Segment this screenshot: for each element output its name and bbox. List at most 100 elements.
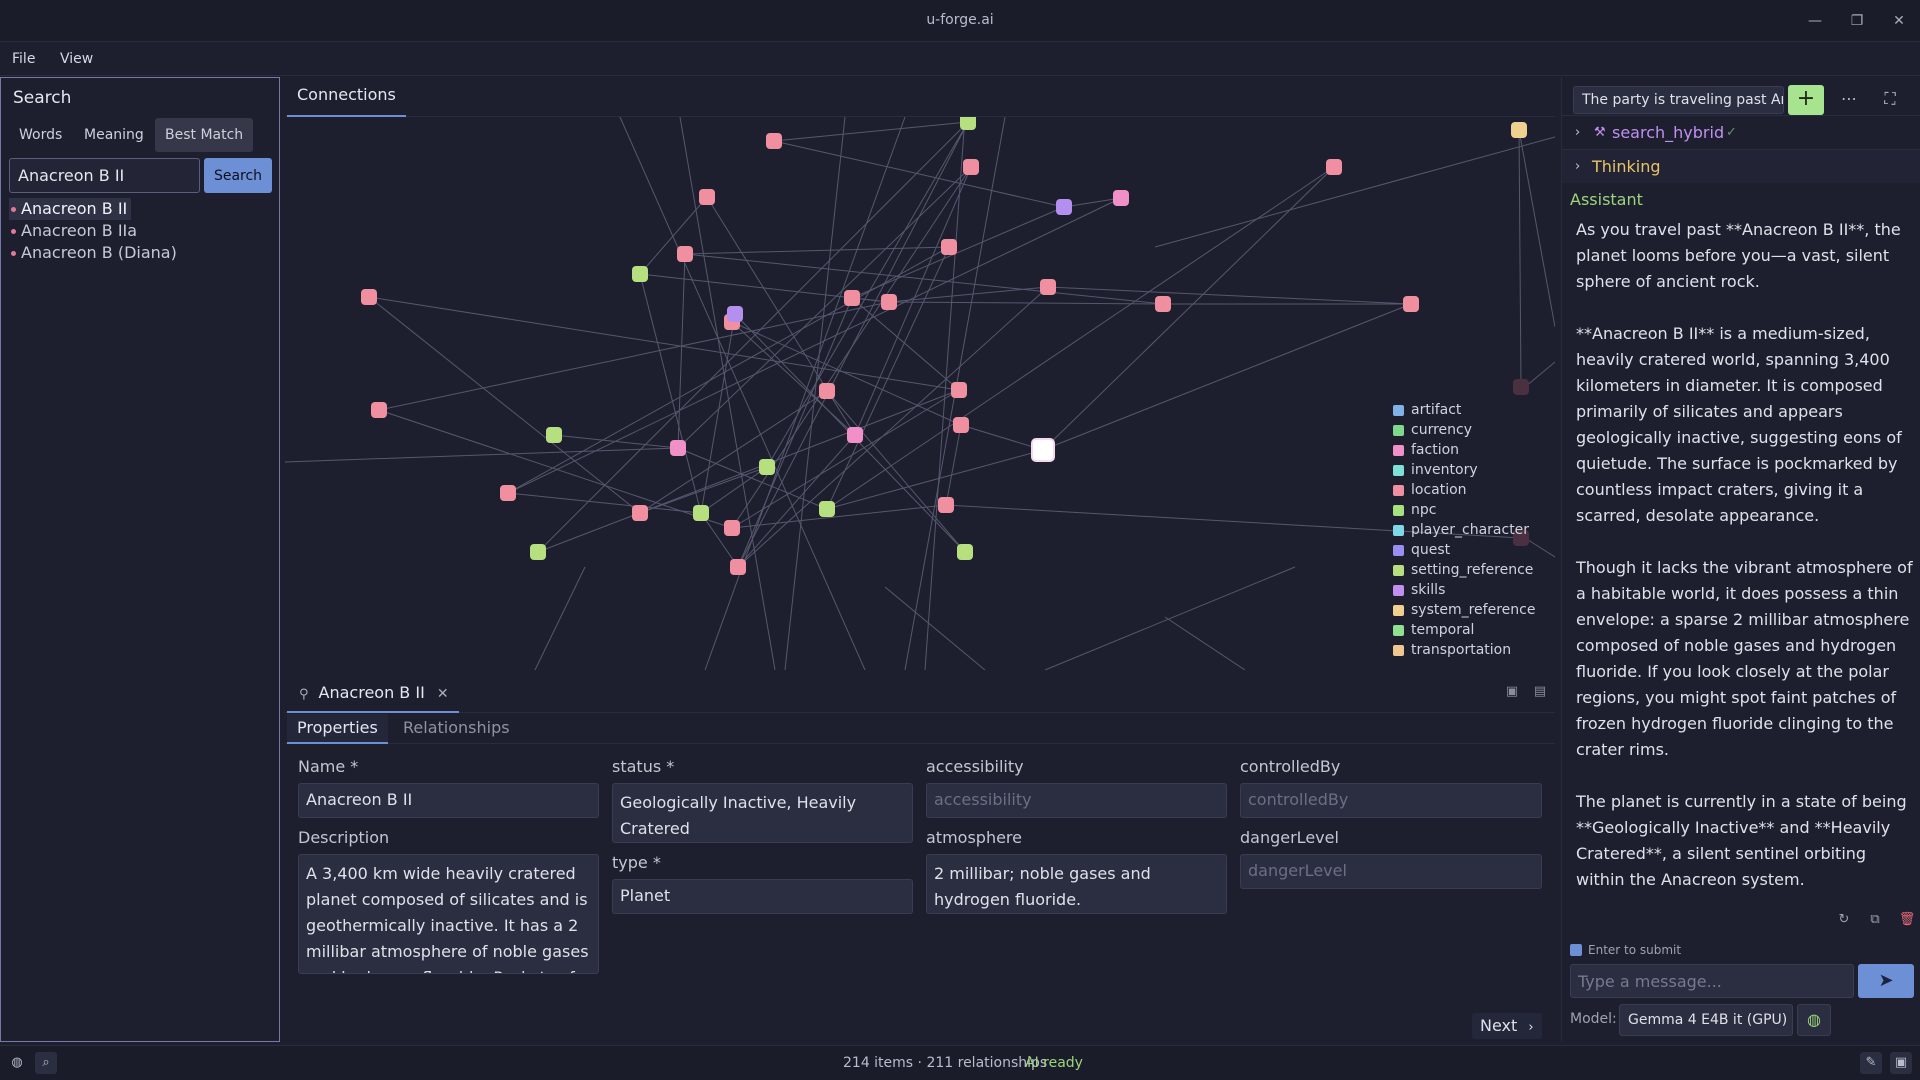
- tab-meaning[interactable]: Meaning: [84, 127, 144, 143]
- search-result[interactable]: Anacreon B II: [9, 198, 132, 220]
- tab-relationships[interactable]: Relationships: [403, 718, 510, 737]
- graph-node[interactable]: [670, 440, 686, 456]
- graph-node[interactable]: [727, 306, 743, 322]
- graph-node[interactable]: [957, 544, 973, 560]
- accessibility-field[interactable]: accessibility: [926, 783, 1227, 818]
- graph-node[interactable]: [530, 544, 546, 560]
- copy-icon[interactable]: ⧉: [1870, 912, 1880, 927]
- expand-icon[interactable]: ⛶: [1884, 89, 1896, 108]
- graph-node[interactable]: [881, 294, 897, 310]
- controlledby-field[interactable]: controlledBy: [1240, 783, 1542, 818]
- graph-node[interactable]: [819, 383, 835, 399]
- globe-icon[interactable]: ◍: [1797, 1004, 1831, 1036]
- legend-swatch: [1393, 565, 1404, 576]
- close-tab-icon[interactable]: ✕: [436, 686, 449, 702]
- close-icon[interactable]: ✕: [1893, 13, 1905, 29]
- message-input[interactable]: [1570, 964, 1854, 998]
- graph-node[interactable]: [361, 289, 377, 305]
- tab-words[interactable]: Words: [19, 127, 63, 143]
- graph-node[interactable]: [1403, 296, 1419, 312]
- graph-node[interactable]: [960, 117, 976, 130]
- graph-node[interactable]: [1155, 296, 1171, 312]
- conversation-title[interactable]: The party is traveling past Anacreon B I…: [1573, 86, 1784, 114]
- thinking-row[interactable]: › Thinking: [1562, 149, 1920, 183]
- graph-node[interactable]: [1056, 199, 1072, 215]
- search-input[interactable]: [9, 158, 200, 193]
- tab-connections[interactable]: Connections: [287, 77, 406, 117]
- assistant-label: Assistant: [1570, 190, 1643, 209]
- graph-node[interactable]: [1511, 122, 1527, 138]
- graph-node[interactable]: [1513, 379, 1529, 395]
- chat-panel: The party is traveling past Anacreon B I…: [1561, 77, 1920, 1042]
- graph-node[interactable]: [724, 520, 740, 536]
- description-field[interactable]: A 3,400 km wide heavily cratered planet …: [298, 854, 599, 974]
- tab-entity[interactable]: ⚲ Anacreon B II ✕: [287, 675, 459, 713]
- trash-icon[interactable]: 🗑: [1898, 912, 1916, 927]
- graph-nodes[interactable]: [361, 117, 1529, 575]
- graph-node[interactable]: [677, 246, 693, 262]
- search-button[interactable]: Search: [204, 158, 272, 193]
- graph-edge: [784, 117, 846, 670]
- graph-node[interactable]: [941, 239, 957, 255]
- menu-file[interactable]: File: [12, 51, 36, 67]
- graph-node[interactable]: [1513, 530, 1529, 546]
- graph-node[interactable]: [951, 382, 967, 398]
- graph-node[interactable]: [500, 485, 516, 501]
- new-chat-button[interactable]: +: [1788, 85, 1824, 115]
- connections-graph[interactable]: artifact currency faction inventory location…: [285, 117, 1555, 670]
- save-icon[interactable]: ▣: [1505, 684, 1519, 699]
- graph-node[interactable]: [632, 266, 648, 282]
- graph-node[interactable]: [1326, 159, 1342, 175]
- save-all-icon[interactable]: ▤: [1533, 684, 1547, 699]
- minimize-icon[interactable]: —: [1808, 13, 1822, 29]
- menu-view[interactable]: View: [60, 51, 94, 67]
- restore-icon[interactable]: ❐: [1850, 13, 1864, 29]
- tool-call-row[interactable]: › ⚒ search_hybrid ✓: [1562, 115, 1920, 149]
- graph-node[interactable]: [1113, 190, 1129, 206]
- graph-node[interactable]: [953, 417, 969, 433]
- graph-node[interactable]: [759, 459, 775, 475]
- search-result[interactable]: Anacreon B (Diana): [9, 242, 181, 264]
- model-select[interactable]: Gemma 4 E4B it (GPU): [1619, 1004, 1793, 1036]
- checkbox[interactable]: [1570, 944, 1582, 956]
- tab-best-match[interactable]: Best Match: [155, 118, 254, 152]
- graph-node[interactable]: [693, 505, 709, 521]
- graph-node[interactable]: [1040, 279, 1056, 295]
- graph-edge: [534, 566, 586, 670]
- graph-edge: [1154, 136, 1555, 248]
- globe-icon[interactable]: ◍: [11, 1055, 23, 1070]
- graph-canvas[interactable]: [285, 117, 1555, 670]
- enter-to-submit-toggle[interactable]: Enter to submit: [1570, 943, 1681, 957]
- graph-node[interactable]: [546, 427, 562, 443]
- legend-swatch: [1393, 585, 1404, 596]
- graph-node[interactable]: [844, 290, 860, 306]
- regenerate-icon[interactable]: ↻: [1838, 912, 1850, 927]
- status-field[interactable]: Geologically Inactive, Heavily Cratered: [612, 783, 913, 843]
- search-icon[interactable]: ⌕: [35, 1052, 57, 1074]
- graph-node[interactable]: [766, 133, 782, 149]
- search-result[interactable]: Anacreon B IIa: [9, 220, 141, 242]
- tab-properties[interactable]: Properties: [287, 714, 388, 744]
- graph-node[interactable]: [1031, 438, 1055, 462]
- dangerlevel-field[interactable]: dangerLevel: [1240, 854, 1542, 889]
- plus-icon: +: [1796, 86, 1816, 111]
- type-field[interactable]: Planet: [612, 879, 913, 914]
- next-button[interactable]: Next ›: [1472, 1013, 1542, 1039]
- graph-node[interactable]: [730, 559, 746, 575]
- graph-node[interactable]: [847, 427, 863, 443]
- legend-label: skills: [1411, 582, 1446, 598]
- graph-node[interactable]: [938, 497, 954, 513]
- atmosphere-field[interactable]: 2 millibar; noble gases and hydrogen flu…: [926, 854, 1227, 914]
- more-icon[interactable]: ⋯: [1841, 89, 1857, 108]
- graph-edge: [924, 117, 966, 670]
- graph-node[interactable]: [371, 402, 387, 418]
- graph-node[interactable]: [819, 501, 835, 517]
- pin-icon[interactable]: ⚲: [299, 687, 309, 702]
- graph-node[interactable]: [699, 189, 715, 205]
- name-field[interactable]: Anacreon B II: [298, 783, 599, 818]
- edit-icon[interactable]: ✎: [1860, 1052, 1882, 1074]
- graph-node[interactable]: [963, 159, 979, 175]
- graph-node[interactable]: [632, 505, 648, 521]
- panel-icon[interactable]: ▣: [1890, 1052, 1912, 1074]
- send-button[interactable]: ➤: [1858, 964, 1914, 998]
